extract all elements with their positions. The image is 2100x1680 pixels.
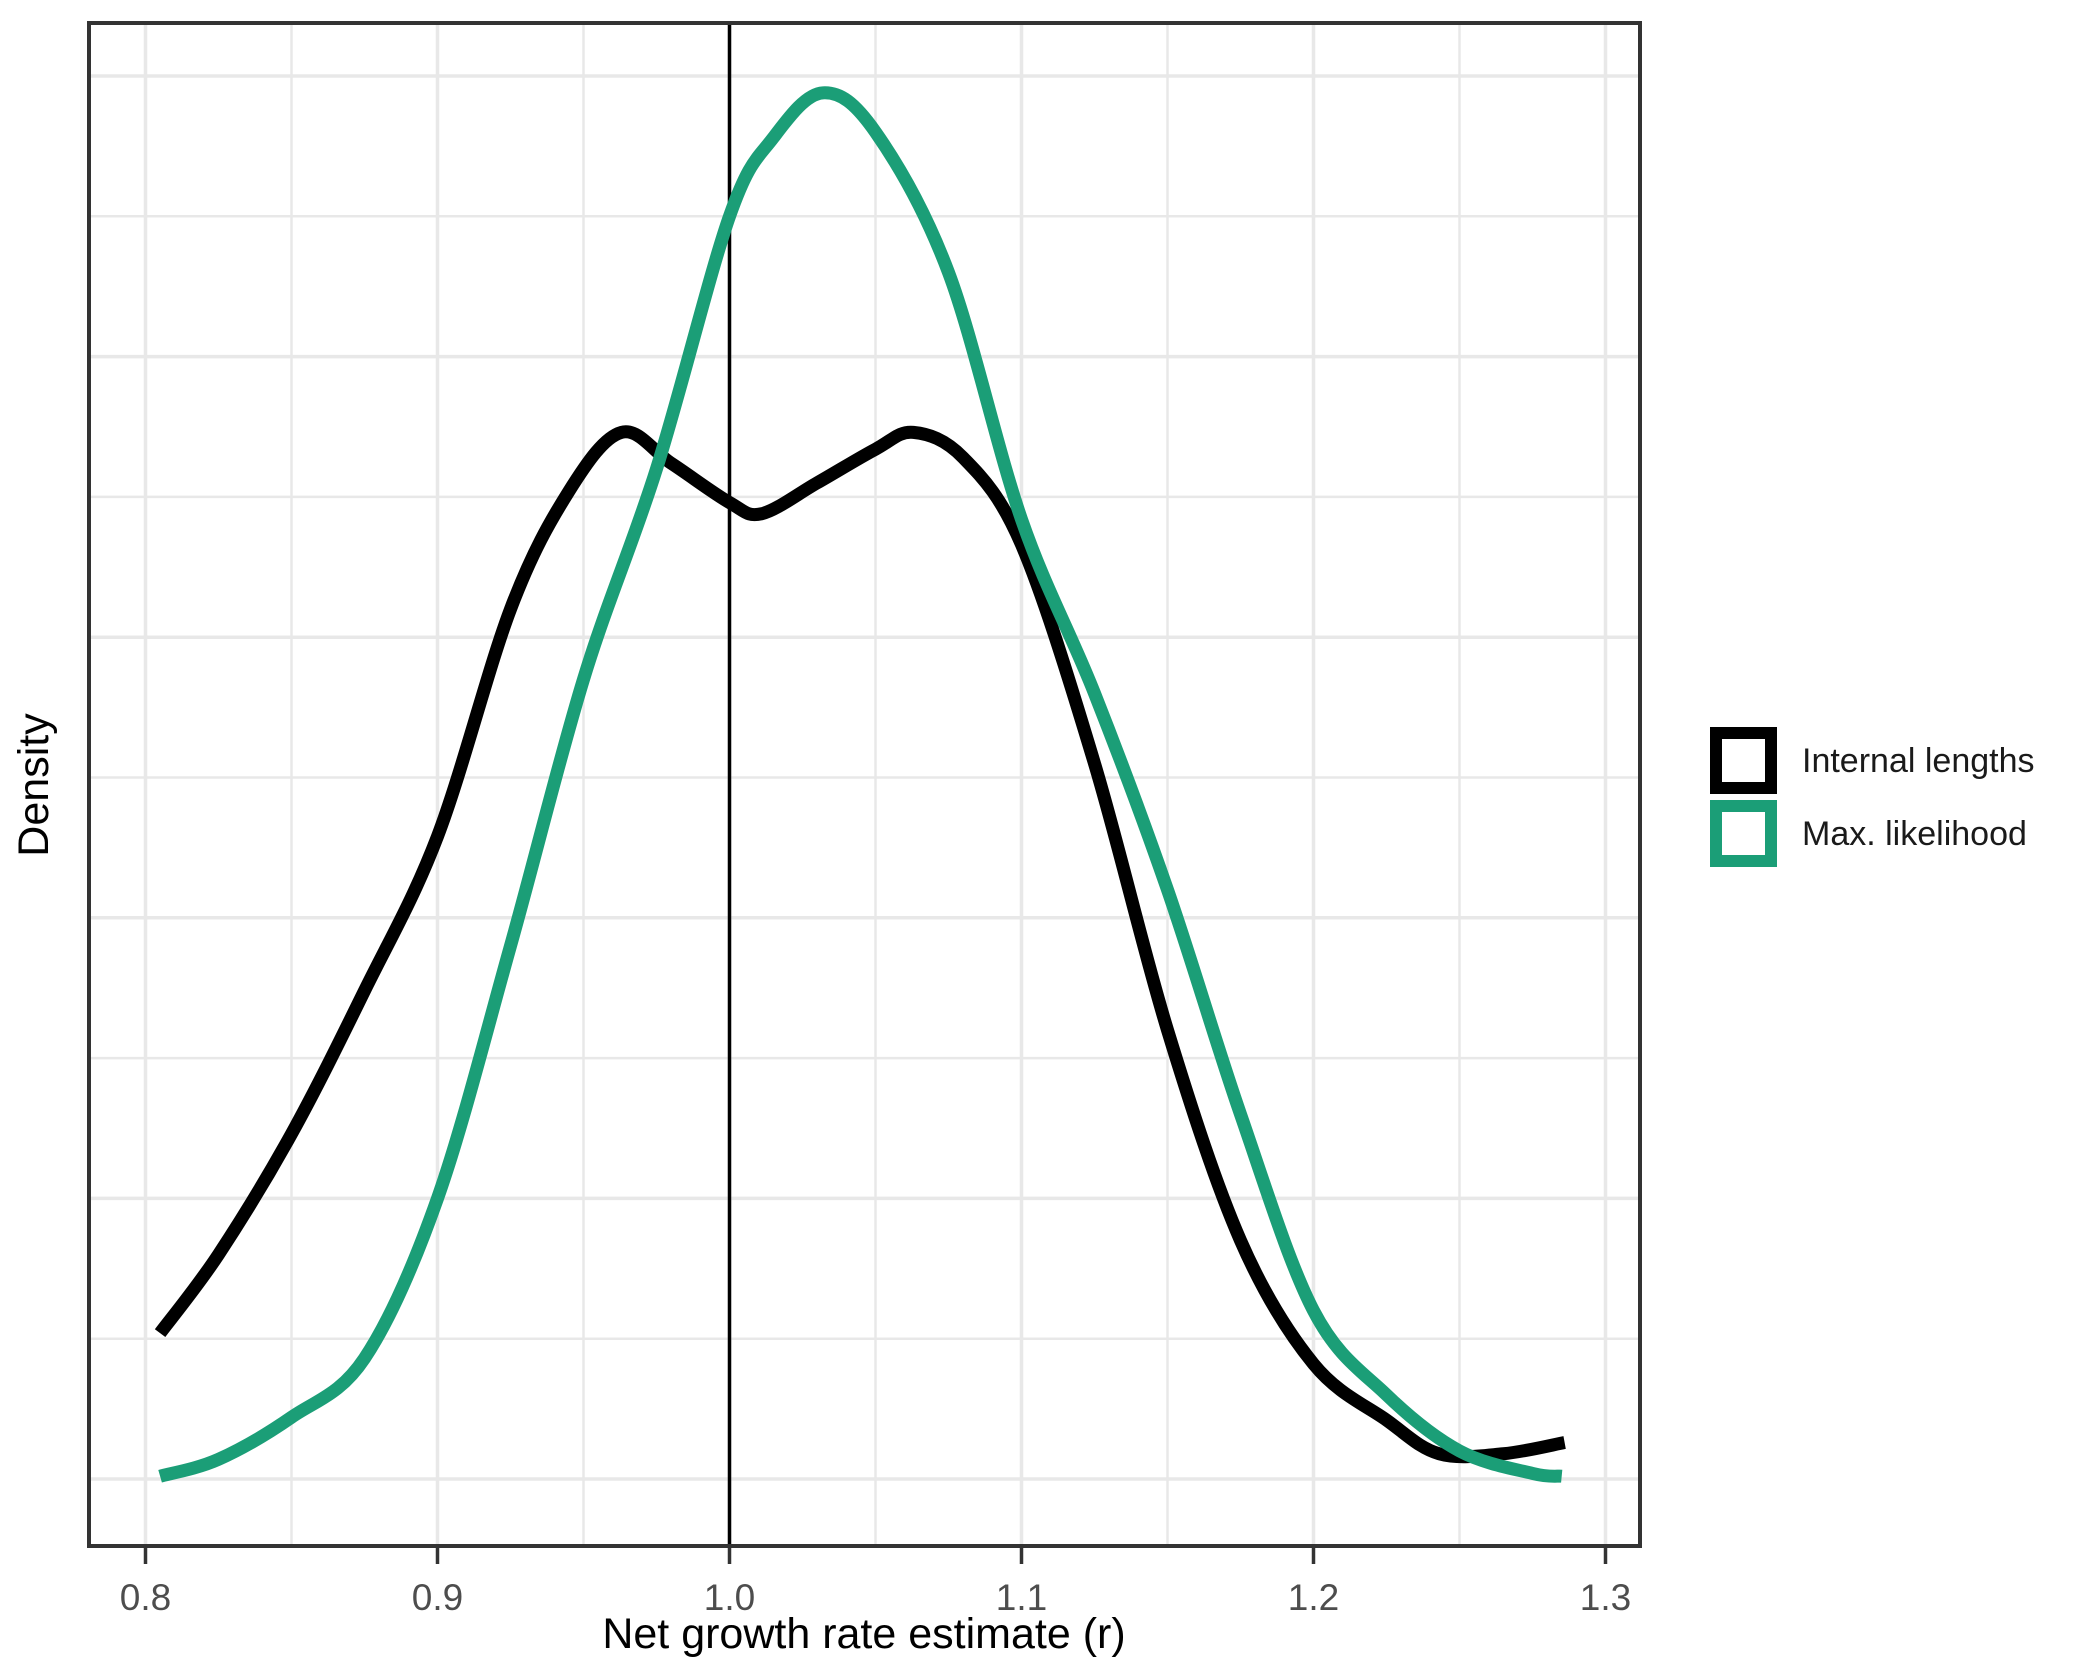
x-tick-label: 1.3 xyxy=(1580,1577,1631,1618)
gridlines-minor xyxy=(89,23,1640,1546)
x-axis-title: Net growth rate estimate (r) xyxy=(602,1610,1125,1658)
panel-border xyxy=(87,21,1642,1548)
x-axis: 0.8 0.9 1.0 1.1 1.2 1.3 xyxy=(120,1546,1631,1618)
density-curves xyxy=(154,86,1566,1483)
x-tick-label: 1.1 xyxy=(996,1577,1047,1618)
legend-label-internal-lengths: Internal lengths xyxy=(1802,742,2035,780)
curve-internal-lengths xyxy=(154,425,1566,1464)
x-tick-label: 1.2 xyxy=(1288,1577,1339,1618)
gridlines-major xyxy=(89,23,1640,1546)
legend-key-internal-lengths xyxy=(1710,727,1777,794)
x-tick-label: 1.0 xyxy=(704,1577,755,1618)
x-tick-label: 0.8 xyxy=(120,1577,171,1618)
legend: Internal lengths Max. likelihood xyxy=(1710,727,2035,867)
legend-key-max-likelihood xyxy=(1710,800,1777,867)
y-axis-title: Density xyxy=(10,713,58,857)
legend-label-max-likelihood: Max. likelihood xyxy=(1802,815,2027,853)
curve-max-likelihood xyxy=(158,86,1563,1483)
x-tick-label: 0.9 xyxy=(412,1577,463,1618)
